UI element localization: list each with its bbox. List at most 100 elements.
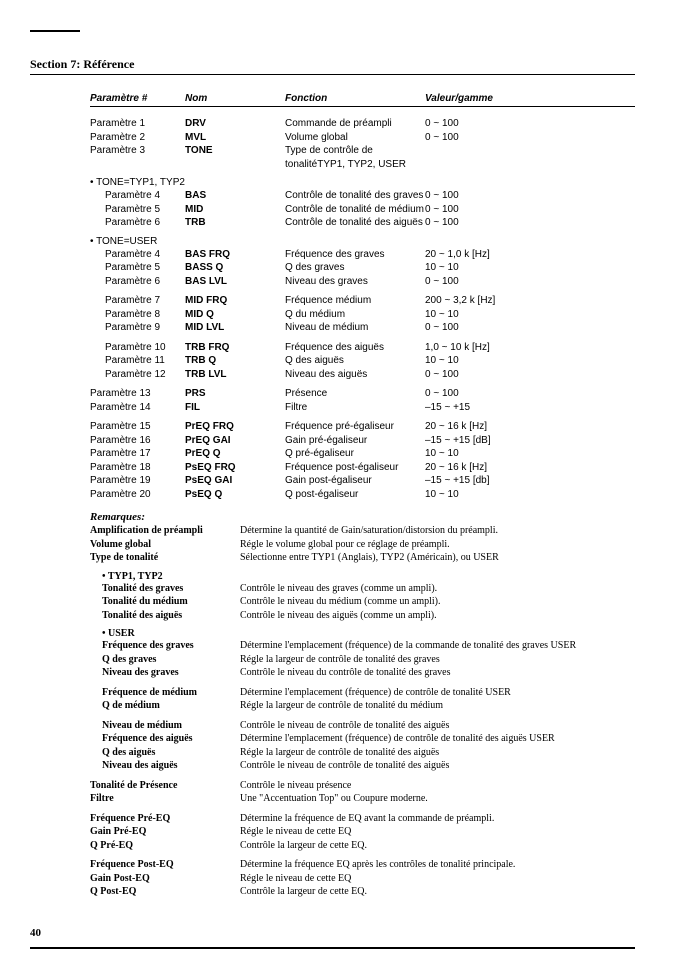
cell-c4: 0 ~ 100: [425, 321, 535, 335]
remark-desc: Détermine l'emplacement (fréquence) de c…: [240, 686, 635, 700]
remarks-sub-user: • USER: [90, 628, 635, 639]
remark-row: Fréquence des gravesDétermine l'emplacem…: [90, 639, 635, 653]
cell-c1: Paramètre 6: [90, 275, 185, 289]
block-prs: Paramètre 13PRSPrésence0 ~ 100Paramètre …: [90, 387, 635, 414]
cell-c3: Fréquence pré-égaliseur: [285, 420, 425, 434]
cell-c3: Q des graves: [285, 261, 425, 275]
cell-c4: 0 ~ 100: [425, 203, 535, 217]
table-row: Paramètre 16PrEQ GAIGain pré-égaliseur–1…: [90, 434, 635, 448]
table-row: Paramètre 4BASContrôle de tonalité des g…: [90, 189, 635, 203]
cell-c2: MID FRQ: [185, 294, 285, 308]
cell-c1: Paramètre 20: [90, 488, 185, 502]
remark-row: Q Pré-EQContrôle la largeur de cette EQ.: [90, 839, 635, 853]
remark-term: Volume global: [90, 538, 240, 552]
remark-row: Q des aiguësRégle la largeur de contrôle…: [90, 746, 635, 760]
cell-c3: Fréquence post-égaliseur: [285, 461, 425, 475]
remark-row: Tonalité du médiumContrôle le niveau du …: [90, 595, 635, 609]
cell-c2: MID LVL: [185, 321, 285, 335]
cell-c2: MID: [185, 203, 285, 217]
table-row: Paramètre 11TRB QQ des aiguës10 ~ 10: [90, 354, 635, 368]
remark-row: Fréquence Pré-EQDétermine la fréquence d…: [90, 812, 635, 826]
remark-row: Fréquence des aiguësDétermine l'emplacem…: [90, 732, 635, 746]
cell-c4: –15 ~ +15 [dB]: [425, 434, 535, 448]
remark-desc: Régle le volume global pour ce réglage d…: [240, 538, 635, 552]
cell-c4: 10 ~ 10: [425, 354, 535, 368]
cell-c1: Paramètre 17: [90, 447, 185, 461]
cell-c2: DRV: [185, 117, 285, 131]
remarks-title: Remarques:: [90, 511, 635, 523]
remark-row: Volume globalRégle le volume global pour…: [90, 538, 635, 552]
cell-c4: 20 ~ 16 k [Hz]: [425, 420, 535, 434]
header-param: Paramètre #: [90, 93, 185, 104]
block-user-trb: Paramètre 10TRB FRQFréquence des aiguës1…: [90, 341, 635, 382]
remarks-user2: Fréquence de médiumDétermine l'emplaceme…: [90, 686, 635, 713]
table-row: Paramètre 1DRVCommande de préampli0 ~ 10…: [90, 117, 635, 131]
cell-c1: Paramètre 6: [90, 216, 185, 230]
cell-c4: 1,0 ~ 10 k [Hz]: [425, 341, 535, 355]
remark-term: Q des graves: [90, 653, 240, 667]
remark-term: Tonalité du médium: [90, 595, 240, 609]
remark-row: Tonalité des gravesContrôle le niveau de…: [90, 582, 635, 596]
remark-desc: Détermine la quantité de Gain/saturation…: [240, 524, 635, 538]
remark-row: Fréquence de médiumDétermine l'emplaceme…: [90, 686, 635, 700]
page-number: 40: [30, 927, 635, 939]
cell-c3: Volume global: [285, 131, 425, 145]
cell-c4: 20 ~ 16 k [Hz]: [425, 461, 535, 475]
cell-c2: BAS FRQ: [185, 248, 285, 262]
remark-desc: Régle la largeur de contrôle de tonalité…: [240, 746, 635, 760]
cell-c2: BASS Q: [185, 261, 285, 275]
group-tone-user: • TONE=USER: [90, 236, 635, 247]
remark-row: Q des gravesRégle la largeur de contrôle…: [90, 653, 635, 667]
remark-desc: Contrôle le niveau de contrôle de tonali…: [240, 759, 635, 773]
table-row: Paramètre 7MID FRQFréquence médium200 ~ …: [90, 294, 635, 308]
remark-row: Amplification de préampliDétermine la qu…: [90, 524, 635, 538]
cell-c4: 0 ~ 100: [425, 131, 535, 145]
header-valeur: Valeur/gamme: [425, 93, 535, 104]
cell-c3: Fréquence médium: [285, 294, 425, 308]
remark-term: Q de médium: [90, 699, 240, 713]
cell-c3: Q des aiguës: [285, 354, 425, 368]
cell-c3: Q du médium: [285, 308, 425, 322]
remark-desc: Détermine la fréquence de EQ avant la co…: [240, 812, 635, 826]
cell-c1: Paramètre 8: [90, 308, 185, 322]
cell-c4: 10 ~ 10: [425, 308, 535, 322]
section-title: Section 7: Référence: [30, 57, 635, 75]
cell-c3: Q pré-égaliseur: [285, 447, 425, 461]
group-tone-typ: • TONE=TYP1, TYP2: [90, 177, 635, 188]
table-row: Paramètre 6BAS LVLNiveau des graves0 ~ 1…: [90, 275, 635, 289]
cell-c4: 200 ~ 3,2 k [Hz]: [425, 294, 535, 308]
remark-row: Gain Post-EQRégle le niveau de cette EQ: [90, 872, 635, 886]
remark-row: Fréquence Post-EQDétermine la fréquence …: [90, 858, 635, 872]
remark-row: Tonalité de PrésenceContrôle le niveau p…: [90, 779, 635, 793]
cell-c2: FIL: [185, 401, 285, 415]
cell-c4: 0 ~ 100: [425, 275, 535, 289]
cell-c2: TONE: [185, 144, 285, 171]
cell-c4: 10 ~ 10: [425, 488, 535, 502]
cell-c4: 0 ~ 100: [425, 117, 535, 131]
remarks-typ: Tonalité des gravesContrôle le niveau de…: [90, 582, 635, 623]
cell-c4: [425, 144, 535, 171]
cell-c3: Filtre: [285, 401, 425, 415]
remark-desc: Contrôle la largeur de cette EQ.: [240, 839, 635, 853]
remark-desc: Contrôle le niveau du médium (comme un a…: [240, 595, 635, 609]
cell-c3: Gain post-égaliseur: [285, 474, 425, 488]
remark-row: Tonalité des aiguësContrôle le niveau de…: [90, 609, 635, 623]
remark-row: Q de médiumRégle la largeur de contrôle …: [90, 699, 635, 713]
remark-desc: Contrôle la largeur de cette EQ.: [240, 885, 635, 899]
block-user-bas: Paramètre 4BAS FRQFréquence des graves20…: [90, 248, 635, 289]
remark-term: Amplification de préampli: [90, 524, 240, 538]
cell-c3: Gain pré-égaliseur: [285, 434, 425, 448]
remark-desc: Détermine l'emplacement (fréquence) de c…: [240, 732, 635, 746]
remarks-bottom3: Fréquence Post-EQDétermine la fréquence …: [90, 858, 635, 899]
cell-c2: TRB: [185, 216, 285, 230]
table-header: Paramètre # Nom Fonction Valeur/gamme: [90, 93, 635, 107]
cell-c2: BAS LVL: [185, 275, 285, 289]
remark-term: Tonalité de Présence: [90, 779, 240, 793]
cell-c2: BAS: [185, 189, 285, 203]
cell-c4: 0 ~ 100: [425, 368, 535, 382]
cell-c1: Paramètre 5: [90, 203, 185, 217]
remark-term: Tonalité des aiguës: [90, 609, 240, 623]
table-row: Paramètre 19PsEQ GAIGain post-égaliseur–…: [90, 474, 635, 488]
cell-c3: Commande de préampli: [285, 117, 425, 131]
remark-row: Type de tonalitéSélectionne entre TYP1 (…: [90, 551, 635, 565]
